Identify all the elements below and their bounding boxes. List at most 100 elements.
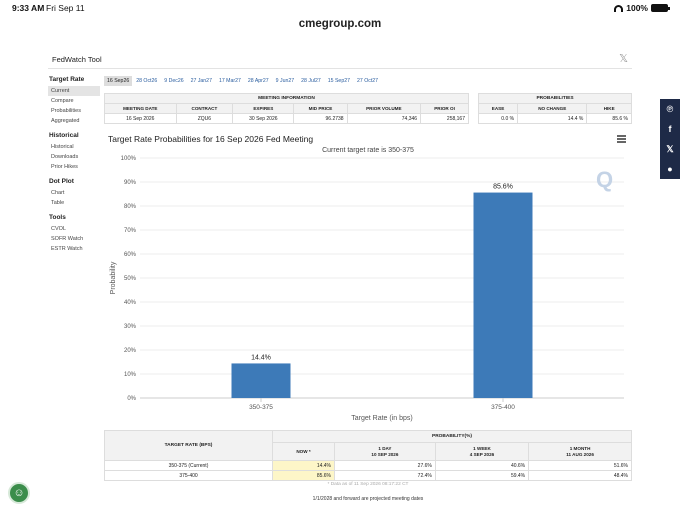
bar-data-label: 85.6%: [493, 184, 513, 191]
col-1-month-label: 1 MONTH: [569, 445, 591, 451]
x-tick-label: 375-400: [491, 404, 515, 411]
chart-plot: 0% 10% 20% 30% 40% 50% 60% 70% 80% 90% 100% 14.4% 35…: [110, 156, 624, 422]
col-mid-price: MID PRICE: [293, 103, 348, 114]
accessibility-badge-icon[interactable]: ☺: [8, 482, 30, 504]
col-meeting-date: MEETING DATE: [104, 103, 177, 114]
status-time: 9:33 AM: [12, 3, 45, 13]
sidebar-item-cvol[interactable]: CVOL: [51, 226, 66, 232]
month-cell: 48.4%: [528, 470, 632, 481]
facebook-icon[interactable]: f: [668, 124, 672, 134]
sidebar-section: Tools CVOL SOFR Watch ESTR Watch: [48, 214, 100, 254]
q-watermark-logo: Q: [596, 167, 614, 192]
chart-subtitle: Current target rate is 350-375: [322, 147, 414, 154]
tool-header: FedWatch Tool 𝕏: [48, 51, 632, 69]
tab-meeting-28-jul27[interactable]: 28 Jul27: [301, 78, 321, 84]
col-expires: EXPIRES: [232, 103, 295, 114]
sidebar-section: Target Rate Current Compare Probabilities Ag…: [48, 76, 100, 126]
sidebar-section-title: Target Rate: [49, 76, 85, 83]
now-cell: 14.4%: [272, 460, 335, 471]
bar-data-label: 14.4%: [251, 354, 271, 361]
sidebar-item-table[interactable]: Table: [51, 200, 65, 206]
col-now-label: NOW *: [296, 448, 311, 454]
y-tick-label: 70%: [124, 228, 137, 234]
target-rate-probability-table: TARGET RATE (BPS) PROBABILITY(%) NOW * 1…: [104, 430, 632, 489]
reddit-icon[interactable]: ●: [667, 164, 673, 174]
y-tick-label: 0%: [127, 396, 136, 402]
now-cell: 85.6%: [272, 470, 335, 481]
y-tick-label: 10%: [124, 372, 137, 378]
probability-chart: Target Rate Probabilities for 16 Sep 202…: [104, 131, 632, 426]
share-bar: ℗ f 𝕏 ●: [660, 99, 680, 179]
status-bar: 9:33 AM Fri Sep 11 100%: [0, 0, 680, 16]
sidebar-section-title: Dot Plot: [49, 178, 74, 185]
col-contract: CONTRACT: [175, 103, 234, 114]
tab-meeting-28-oct26[interactable]: 28 Oct26: [136, 78, 158, 84]
tab-meeting-9-dec26[interactable]: 9 Dec26: [164, 78, 184, 84]
meeting-info-header: MEETING INFORMATION: [104, 93, 469, 104]
sidebar-item-compare[interactable]: Compare: [51, 98, 74, 104]
prior-volume-value: 74,346: [346, 113, 422, 124]
chart-title: Target Rate Probabilities for 16 Sep 202…: [108, 134, 314, 144]
sidebar-item-sofr-watch[interactable]: SOFR Watch: [51, 236, 84, 242]
tab-meeting-9-jun27[interactable]: 9 Jun27: [275, 78, 295, 84]
pinterest-icon[interactable]: ℗: [666, 104, 674, 114]
sidebar-item-estr-watch[interactable]: ESTR Watch: [51, 246, 83, 252]
tool-title: FedWatch Tool: [52, 55, 102, 64]
sidebar-item-current[interactable]: Current: [48, 86, 100, 96]
week-cell: 40.6%: [434, 460, 530, 471]
sidebar-item-historical[interactable]: Historical: [51, 144, 74, 150]
meeting-date-value: 16 Sep 2026: [104, 113, 177, 124]
probabilities-table: PROBABILITIES EASE NO CHANGE HIKE 0.0 % …: [477, 93, 632, 124]
sidebar-item-downloads[interactable]: Downloads: [51, 154, 79, 160]
tab-meeting-17-mar27[interactable]: 17 Mar27: [218, 78, 241, 84]
day-cell: 27.6%: [334, 460, 436, 471]
col-1-month-date: 11 AUG 2026: [566, 451, 594, 457]
y-tick-label: 20%: [124, 348, 137, 354]
rate-cell: 375-400: [104, 470, 273, 481]
tab-meeting-15-sep27[interactable]: 15 Sep27: [327, 78, 350, 84]
sidebar-item-chart[interactable]: Chart: [51, 190, 65, 196]
y-tick-label: 40%: [124, 300, 137, 306]
tab-meeting-16-sep26[interactable]: 16 Sep26: [104, 76, 133, 86]
table-row: 375-400 85.6% 72.4% 59.4% 48.4%: [104, 470, 632, 481]
meeting-tabs: 16 Sep26 28 Oct26 9 Dec26 27 Jan27 17 Mar27 2…: [104, 76, 382, 86]
sidebar-nav: Target Rate Current Compare Probabilities Ag…: [48, 76, 100, 260]
col-1-day: 1 DAY 10 SEP 2026: [334, 442, 436, 461]
rate-cell: 350-375 (Current): [104, 460, 273, 471]
x-icon[interactable]: 𝕏: [666, 144, 674, 154]
sidebar-section: Historical Historical Downloads Prior Hikes: [48, 132, 100, 172]
wifi-icon: [614, 4, 624, 12]
y-tick-label: 50%: [124, 276, 137, 282]
sidebar-item-prior-hikes[interactable]: Prior Hikes: [51, 164, 78, 170]
col-prior-oi: PRIOR OI: [420, 103, 469, 114]
bar: [231, 363, 291, 398]
week-cell: 59.4%: [434, 470, 530, 481]
tab-meeting-27-oct27[interactable]: 27 Oct27: [356, 78, 379, 84]
col-ease: EASE: [477, 103, 519, 114]
status-date: Fri Sep 11: [46, 3, 85, 13]
probability-group-header: PROBABILITY(%): [272, 430, 632, 443]
battery-level: 100%: [626, 3, 648, 13]
close-x-icon[interactable]: 𝕏: [619, 53, 628, 65]
y-tick-label: 30%: [124, 324, 137, 330]
sidebar-item-probabilities[interactable]: Probabilities: [51, 108, 81, 114]
y-tick-label: 90%: [124, 180, 137, 186]
month-cell: 51.6%: [528, 460, 632, 471]
contract-value: ZQU6: [175, 113, 234, 124]
hike-value: 85.6 %: [586, 113, 632, 124]
col-hike: HIKE: [586, 103, 632, 114]
no-change-value: 14.4 %: [517, 113, 588, 124]
prior-oi-value: 258,167: [420, 113, 469, 124]
hamburger-menu-icon[interactable]: [617, 135, 626, 144]
bar: [473, 192, 533, 398]
tab-meeting-27-jan27[interactable]: 27 Jan27: [190, 78, 212, 84]
col-1-week-label: 1 WEEK: [473, 445, 491, 451]
y-tick-label: 100%: [121, 156, 137, 162]
address-bar[interactable]: cmegroup.com: [0, 14, 680, 34]
tab-meeting-28-apr27[interactable]: 28 Apr27: [247, 78, 269, 84]
table-row: 350-375 (Current) 14.4% 27.6% 40.6% 51.6…: [104, 460, 632, 471]
col-1-month: 1 MONTH 11 AUG 2026: [528, 442, 632, 461]
day-cell: 72.4%: [334, 470, 436, 481]
sidebar-item-aggregated[interactable]: Aggregated: [51, 118, 80, 124]
url-text[interactable]: cmegroup.com: [298, 18, 382, 30]
